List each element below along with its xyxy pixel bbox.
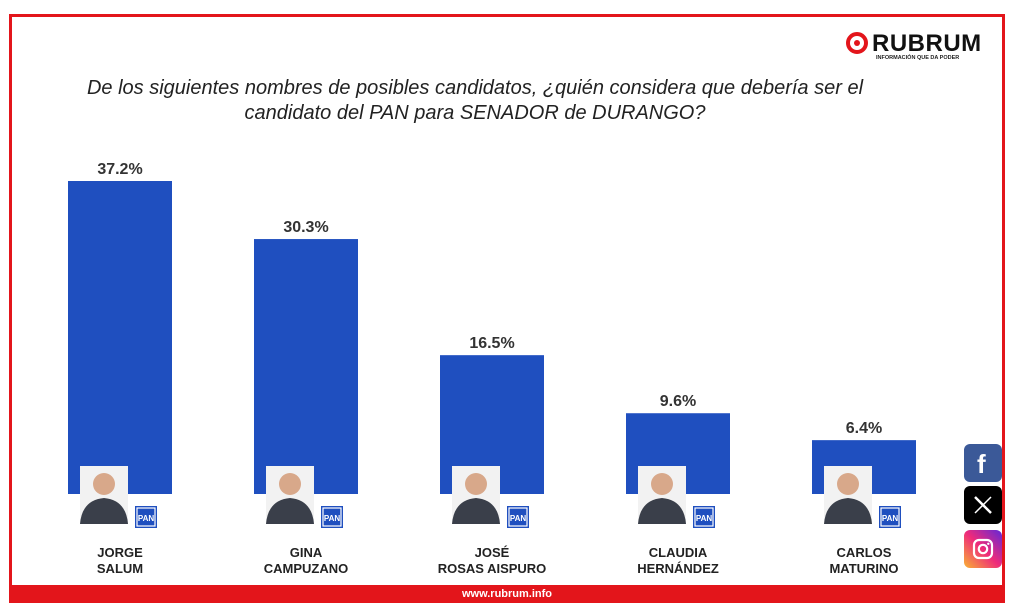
facebook-icon[interactable]: f [964, 444, 1002, 482]
category-label: JORGE [97, 545, 143, 560]
candidate-face [279, 473, 301, 495]
candidate-face [837, 473, 859, 495]
category-label: SALUM [97, 561, 143, 576]
candidate-shoulders [638, 498, 686, 524]
pan-logo [133, 504, 159, 530]
candidate-face [465, 473, 487, 495]
pan-logo-text: PAN [882, 514, 899, 523]
pan-logo-border [880, 507, 900, 527]
chart-title: De los siguientes nombres de posibles ca… [86, 77, 864, 124]
logo-tagline: INFORMACIÓN QUE DA PODER [876, 55, 960, 61]
pan-logo-text: PAN [138, 514, 155, 523]
rubrum-logo: RUBRUM INFORMACIÓN QUE DA PODER [846, 30, 996, 66]
bar [68, 181, 172, 494]
pan-logo [319, 504, 345, 530]
pan-logo-border [508, 507, 528, 527]
pan-logo-border [694, 507, 714, 527]
candidate-shoulders [824, 498, 872, 524]
candidate-face [93, 473, 115, 495]
logo-text: RUBRUM [872, 30, 982, 57]
svg-text:f: f [977, 450, 986, 476]
pan-logo [877, 504, 903, 530]
data-label: 16.5% [469, 335, 514, 352]
category-label: GINA [290, 545, 323, 560]
category-label: CLAUDIA [649, 545, 708, 560]
data-label: 30.3% [283, 219, 328, 236]
data-label: 6.4% [846, 420, 882, 437]
candidate-shoulders [266, 498, 314, 524]
rubrum-logo-icon [846, 32, 868, 54]
instagram-icon[interactable] [964, 530, 1002, 568]
bar [254, 239, 358, 494]
pan-logo [505, 504, 531, 530]
website-footer[interactable]: www.rubrum.info [9, 586, 1005, 603]
category-label: HERNÁNDEZ [637, 561, 719, 576]
candidate-shoulders [80, 498, 128, 524]
data-label: 37.2% [97, 161, 142, 178]
candidate-shoulders [452, 498, 500, 524]
pan-logo-text: PAN [510, 514, 527, 523]
pan-logo [691, 504, 717, 530]
pan-logo-border [136, 507, 156, 527]
data-label: 9.6% [660, 393, 696, 410]
x-icon[interactable] [964, 486, 1002, 524]
category-label: MATURINO [829, 561, 898, 576]
category-label: CARLOS [837, 545, 892, 560]
category-label: ROSAS AISPURO [438, 561, 547, 576]
candidate-face [651, 473, 673, 495]
pan-logo-border [322, 507, 342, 527]
pan-logo-text: PAN [324, 514, 341, 523]
category-label: JOSÉ [475, 545, 510, 560]
pan-logo-text: PAN [696, 514, 713, 523]
category-label: CAMPUZANO [264, 561, 349, 576]
